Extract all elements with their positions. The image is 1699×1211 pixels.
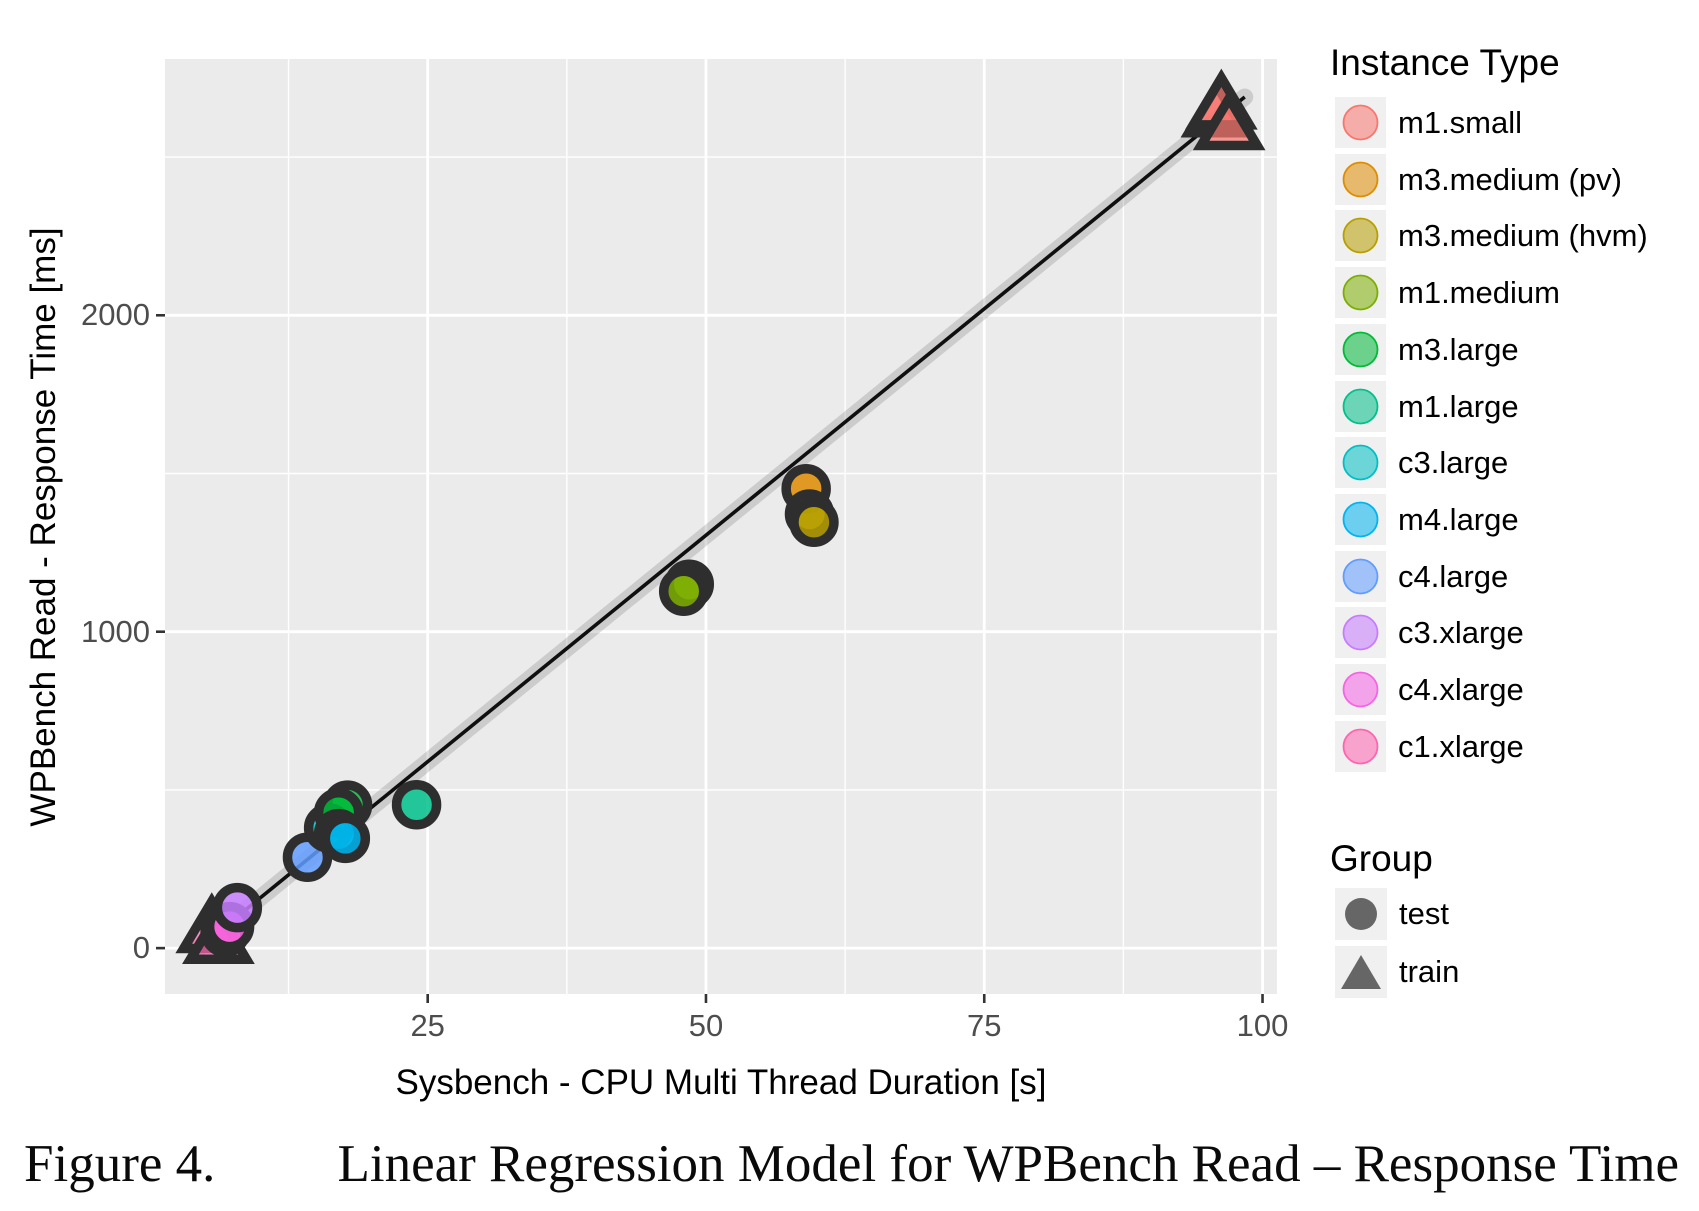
legend-swatch-circle xyxy=(1342,104,1379,141)
test-point xyxy=(789,497,839,547)
legend-swatch-circle xyxy=(1342,671,1379,708)
legend-key xyxy=(1335,720,1386,772)
legend-item-label: c3.large xyxy=(1398,445,1509,481)
train-point xyxy=(1192,89,1266,151)
legend-key xyxy=(1335,437,1386,489)
legend-key xyxy=(1335,267,1386,319)
legend-swatch-circle xyxy=(1342,161,1379,198)
y-axis-title: WPBench Read - Response Time [ms] xyxy=(24,227,63,827)
legend-key xyxy=(1335,97,1386,148)
legend-key xyxy=(1335,210,1386,262)
legend-key xyxy=(1335,153,1386,205)
legend-key xyxy=(1335,380,1386,432)
legend-item-label: m4.large xyxy=(1398,501,1519,537)
legend-title-instance-type: Instance Type xyxy=(1330,42,1560,83)
legend-swatch-circle xyxy=(1342,558,1379,594)
legend-item-label: c4.large xyxy=(1398,558,1509,594)
legend-item-train: train xyxy=(1335,946,1459,998)
legend-key xyxy=(1335,946,1387,998)
legend-swatch-circle xyxy=(1342,274,1379,311)
legend-title-group: Group xyxy=(1330,838,1433,879)
caption-text: Linear Regression Model for WPBench Read… xyxy=(337,1135,1679,1193)
figure-caption: Figure 4. Linear Regression Model for WP… xyxy=(24,1134,1679,1194)
legend-swatch-circle xyxy=(1342,501,1379,538)
legend-item: c3.xlarge xyxy=(1335,607,1524,659)
test-point xyxy=(391,780,442,830)
legend-item-label: m1.medium xyxy=(1398,275,1560,311)
test-circle-icon xyxy=(1345,898,1377,930)
legend-item: m1.large xyxy=(1335,380,1519,432)
legend-swatch-circle xyxy=(1342,331,1379,368)
legend-instance-type: m1.small m3.medium (pv) m3.medium (hvm) m1.… xyxy=(1335,97,1695,777)
test-point xyxy=(320,813,371,864)
legend-item-label: m3.medium (hvm) xyxy=(1398,218,1648,254)
caption-label: Figure 4. xyxy=(24,1135,216,1193)
legend-swatch-circle xyxy=(1342,217,1379,254)
legend-item: m3.medium (pv) xyxy=(1335,153,1622,205)
legend-item-label: m3.medium (pv) xyxy=(1398,161,1622,197)
legend-item-label: c4.xlarge xyxy=(1398,672,1524,707)
legend-swatch-circle xyxy=(1342,728,1379,765)
legend-key xyxy=(1335,550,1386,602)
legend-item-test: test xyxy=(1335,888,1449,940)
legend-item: c1.xlarge xyxy=(1335,720,1524,772)
legend-item: m1.medium xyxy=(1335,267,1560,319)
test-point xyxy=(212,882,263,933)
legend-item-label: c3.xlarge xyxy=(1398,615,1524,651)
legend-swatch-circle xyxy=(1342,388,1379,424)
legend-item: m3.large xyxy=(1335,323,1519,375)
legend-key xyxy=(1335,607,1386,659)
legend-item-label: train xyxy=(1399,954,1460,989)
legend-key xyxy=(1335,888,1387,940)
legend-item-label: m3.large xyxy=(1398,331,1519,367)
legend-item: c3.large xyxy=(1335,437,1509,489)
legend-key xyxy=(1335,664,1386,715)
legend-key xyxy=(1335,323,1386,375)
legend-swatch-circle xyxy=(1342,614,1379,651)
legend-key xyxy=(1335,493,1386,545)
legend-item-label: m1.large xyxy=(1398,388,1519,424)
legend-swatch-circle xyxy=(1342,444,1379,481)
legend-item-label: c1.xlarge xyxy=(1398,728,1524,764)
legend-item: m1.small xyxy=(1335,97,1522,148)
train-triangle-icon xyxy=(1341,955,1381,989)
legend-item: m3.medium (hvm) xyxy=(1335,210,1648,262)
legend-item-label: m1.small xyxy=(1398,105,1523,140)
legend-item-label: test xyxy=(1399,896,1449,931)
legend-item: m4.large xyxy=(1335,493,1519,545)
test-point xyxy=(658,566,709,616)
legend-item: c4.xlarge xyxy=(1335,664,1524,715)
x-axis-title: Sysbench - CPU Multi Thread Duration [s] xyxy=(395,1063,1047,1102)
legend-item: c4.large xyxy=(1335,550,1509,602)
